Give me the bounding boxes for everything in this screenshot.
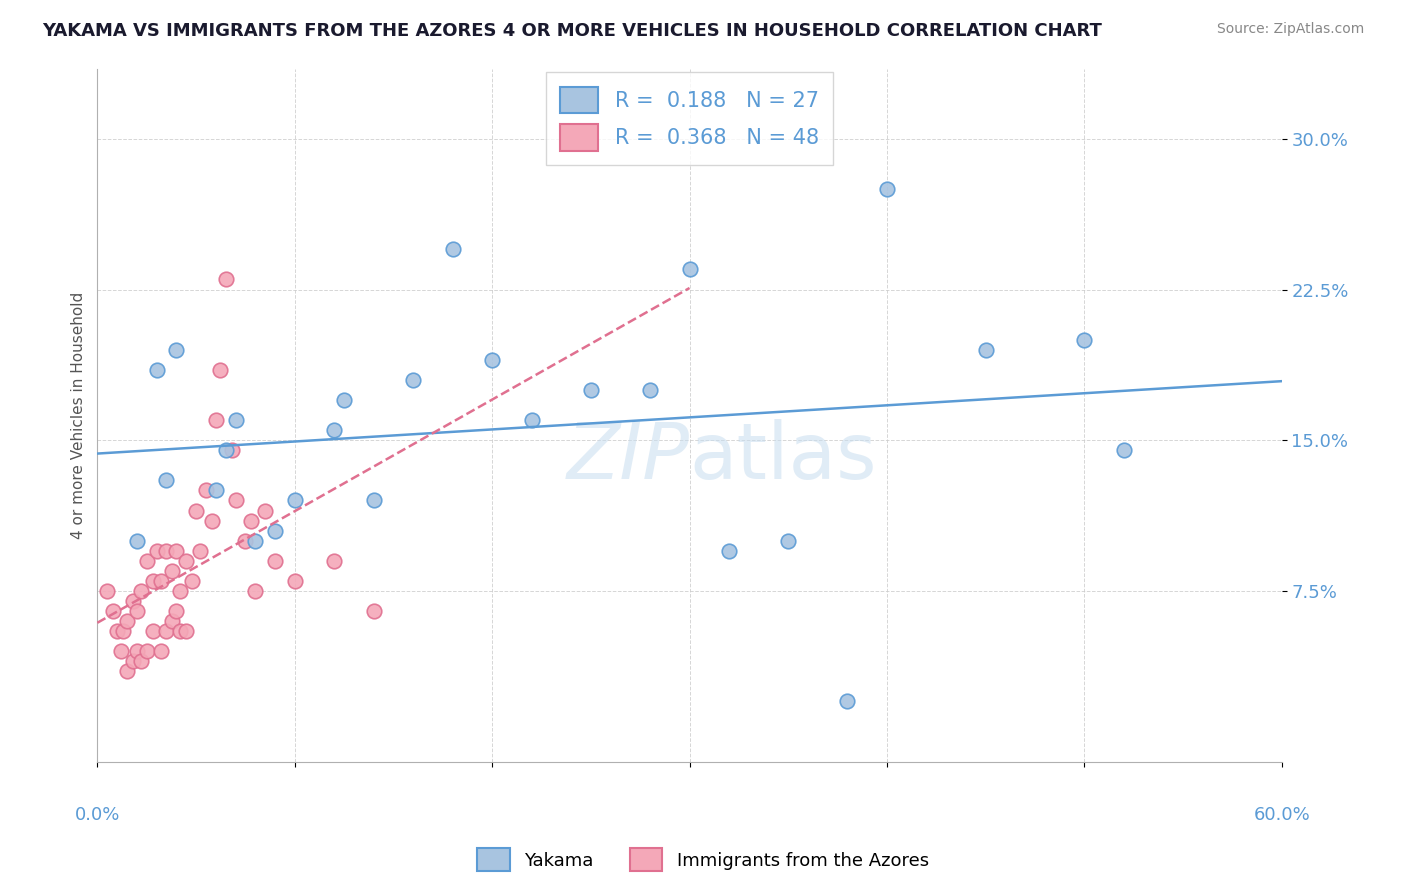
Text: 0.0%: 0.0% <box>75 805 120 824</box>
Point <box>214 272 236 286</box>
Point <box>225 493 247 508</box>
Point <box>441 243 464 257</box>
Point <box>323 423 346 437</box>
Point <box>125 533 148 548</box>
Point <box>264 554 287 568</box>
Point <box>188 543 211 558</box>
Point <box>105 624 128 638</box>
Point <box>122 654 145 668</box>
Point <box>184 503 207 517</box>
Point <box>284 574 307 588</box>
Point <box>169 624 191 638</box>
Point <box>876 182 898 196</box>
Point <box>481 352 503 367</box>
Text: ZIP: ZIP <box>567 418 689 495</box>
Text: YAKAMA VS IMMIGRANTS FROM THE AZORES 4 OR MORE VEHICLES IN HOUSEHOLD CORRELATION: YAKAMA VS IMMIGRANTS FROM THE AZORES 4 O… <box>42 22 1102 40</box>
Point <box>678 262 700 277</box>
Point <box>221 443 243 458</box>
Point <box>162 564 184 578</box>
Point <box>254 503 277 517</box>
Point <box>363 604 385 618</box>
Point <box>145 363 167 377</box>
Point <box>165 543 187 558</box>
Point <box>204 483 226 498</box>
Point <box>1112 443 1135 458</box>
Point <box>323 554 346 568</box>
Point <box>155 624 177 638</box>
Point <box>96 583 118 598</box>
Point <box>162 614 184 628</box>
Point <box>1073 333 1095 347</box>
Point <box>214 443 236 458</box>
Point <box>245 583 267 598</box>
Point <box>333 392 356 407</box>
Point <box>142 574 165 588</box>
Point <box>208 363 231 377</box>
Point <box>174 554 197 568</box>
Point <box>165 604 187 618</box>
Point <box>101 604 124 618</box>
Y-axis label: 4 or more Vehicles in Household: 4 or more Vehicles in Household <box>72 292 86 539</box>
Point <box>579 383 602 397</box>
Point <box>181 574 204 588</box>
Legend: Yakama, Immigrants from the Azores: Yakama, Immigrants from the Azores <box>470 841 936 879</box>
Point <box>149 644 172 658</box>
Text: 60.0%: 60.0% <box>1253 805 1310 824</box>
Point <box>135 644 157 658</box>
Point <box>284 493 307 508</box>
Point <box>111 624 134 638</box>
Point <box>145 543 167 558</box>
Point <box>155 543 177 558</box>
Point <box>264 524 287 538</box>
Point <box>155 474 177 488</box>
Point <box>129 654 152 668</box>
Point <box>115 665 138 679</box>
Point <box>165 343 187 357</box>
Point <box>125 604 148 618</box>
Point <box>363 493 385 508</box>
Legend: R =  0.188   N = 27, R =  0.368   N = 48: R = 0.188 N = 27, R = 0.368 N = 48 <box>546 72 834 165</box>
Point <box>194 483 217 498</box>
Point <box>778 533 800 548</box>
Point <box>142 624 165 638</box>
Point <box>240 514 263 528</box>
Point <box>245 533 267 548</box>
Point <box>837 694 859 708</box>
Point <box>115 614 138 628</box>
Point <box>204 413 226 427</box>
Point <box>718 543 741 558</box>
Point <box>201 514 224 528</box>
Point <box>125 644 148 658</box>
Point <box>169 583 191 598</box>
Point <box>110 644 132 658</box>
Point <box>122 594 145 608</box>
Point <box>520 413 543 427</box>
Point <box>235 533 257 548</box>
Text: Source: ZipAtlas.com: Source: ZipAtlas.com <box>1216 22 1364 37</box>
Point <box>149 574 172 588</box>
Point <box>135 554 157 568</box>
Point <box>225 413 247 427</box>
Point <box>129 583 152 598</box>
Point <box>974 343 997 357</box>
Text: atlas: atlas <box>689 418 877 495</box>
Point <box>638 383 661 397</box>
Point <box>174 624 197 638</box>
Point <box>402 373 425 387</box>
